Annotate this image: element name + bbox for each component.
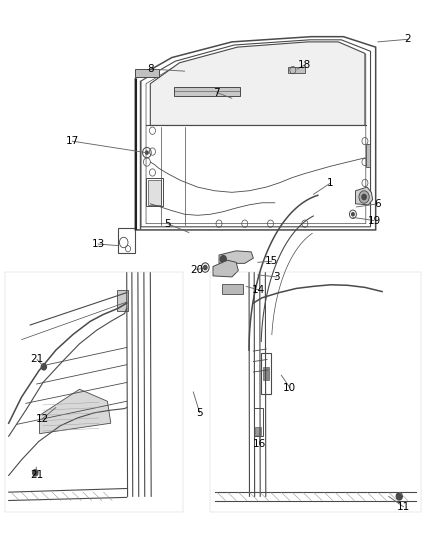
Text: 5: 5 — [164, 219, 171, 229]
Bar — [263, 367, 269, 381]
Circle shape — [352, 213, 354, 216]
Polygon shape — [356, 187, 373, 205]
Bar — [117, 290, 127, 311]
Circle shape — [41, 364, 46, 370]
Text: 7: 7 — [214, 87, 220, 98]
Text: 3: 3 — [274, 272, 280, 282]
Text: 14: 14 — [252, 285, 265, 295]
Circle shape — [359, 191, 369, 203]
Bar — [223, 284, 243, 294]
Text: 8: 8 — [147, 64, 154, 74]
Bar — [174, 87, 240, 96]
Text: 15: 15 — [265, 256, 279, 266]
Bar — [146, 177, 163, 206]
Text: 21: 21 — [30, 354, 44, 365]
Text: 18: 18 — [298, 60, 311, 70]
Text: 10: 10 — [283, 383, 297, 393]
Bar — [254, 408, 263, 436]
Polygon shape — [39, 389, 111, 434]
Bar — [366, 144, 370, 167]
Text: 21: 21 — [30, 471, 44, 480]
Bar — [288, 67, 305, 73]
Text: 17: 17 — [66, 136, 79, 146]
Circle shape — [145, 151, 148, 154]
Text: 2: 2 — [405, 34, 411, 44]
Text: 11: 11 — [397, 502, 410, 512]
Circle shape — [33, 470, 38, 476]
Circle shape — [220, 255, 226, 263]
Circle shape — [396, 492, 402, 500]
Circle shape — [362, 195, 366, 200]
Bar — [135, 69, 159, 77]
Text: 16: 16 — [253, 439, 266, 449]
Text: 13: 13 — [92, 239, 105, 249]
Text: 19: 19 — [367, 215, 381, 225]
Text: 6: 6 — [374, 199, 381, 209]
Polygon shape — [150, 42, 365, 125]
Polygon shape — [213, 260, 238, 277]
Circle shape — [204, 265, 207, 270]
Polygon shape — [219, 251, 253, 263]
Bar — [255, 427, 261, 435]
Text: 12: 12 — [35, 414, 49, 424]
Text: 1: 1 — [327, 178, 334, 188]
Text: 20: 20 — [190, 264, 203, 274]
Text: 5: 5 — [196, 408, 203, 418]
Bar — [118, 228, 135, 253]
Bar — [148, 180, 162, 205]
Bar — [261, 353, 271, 394]
